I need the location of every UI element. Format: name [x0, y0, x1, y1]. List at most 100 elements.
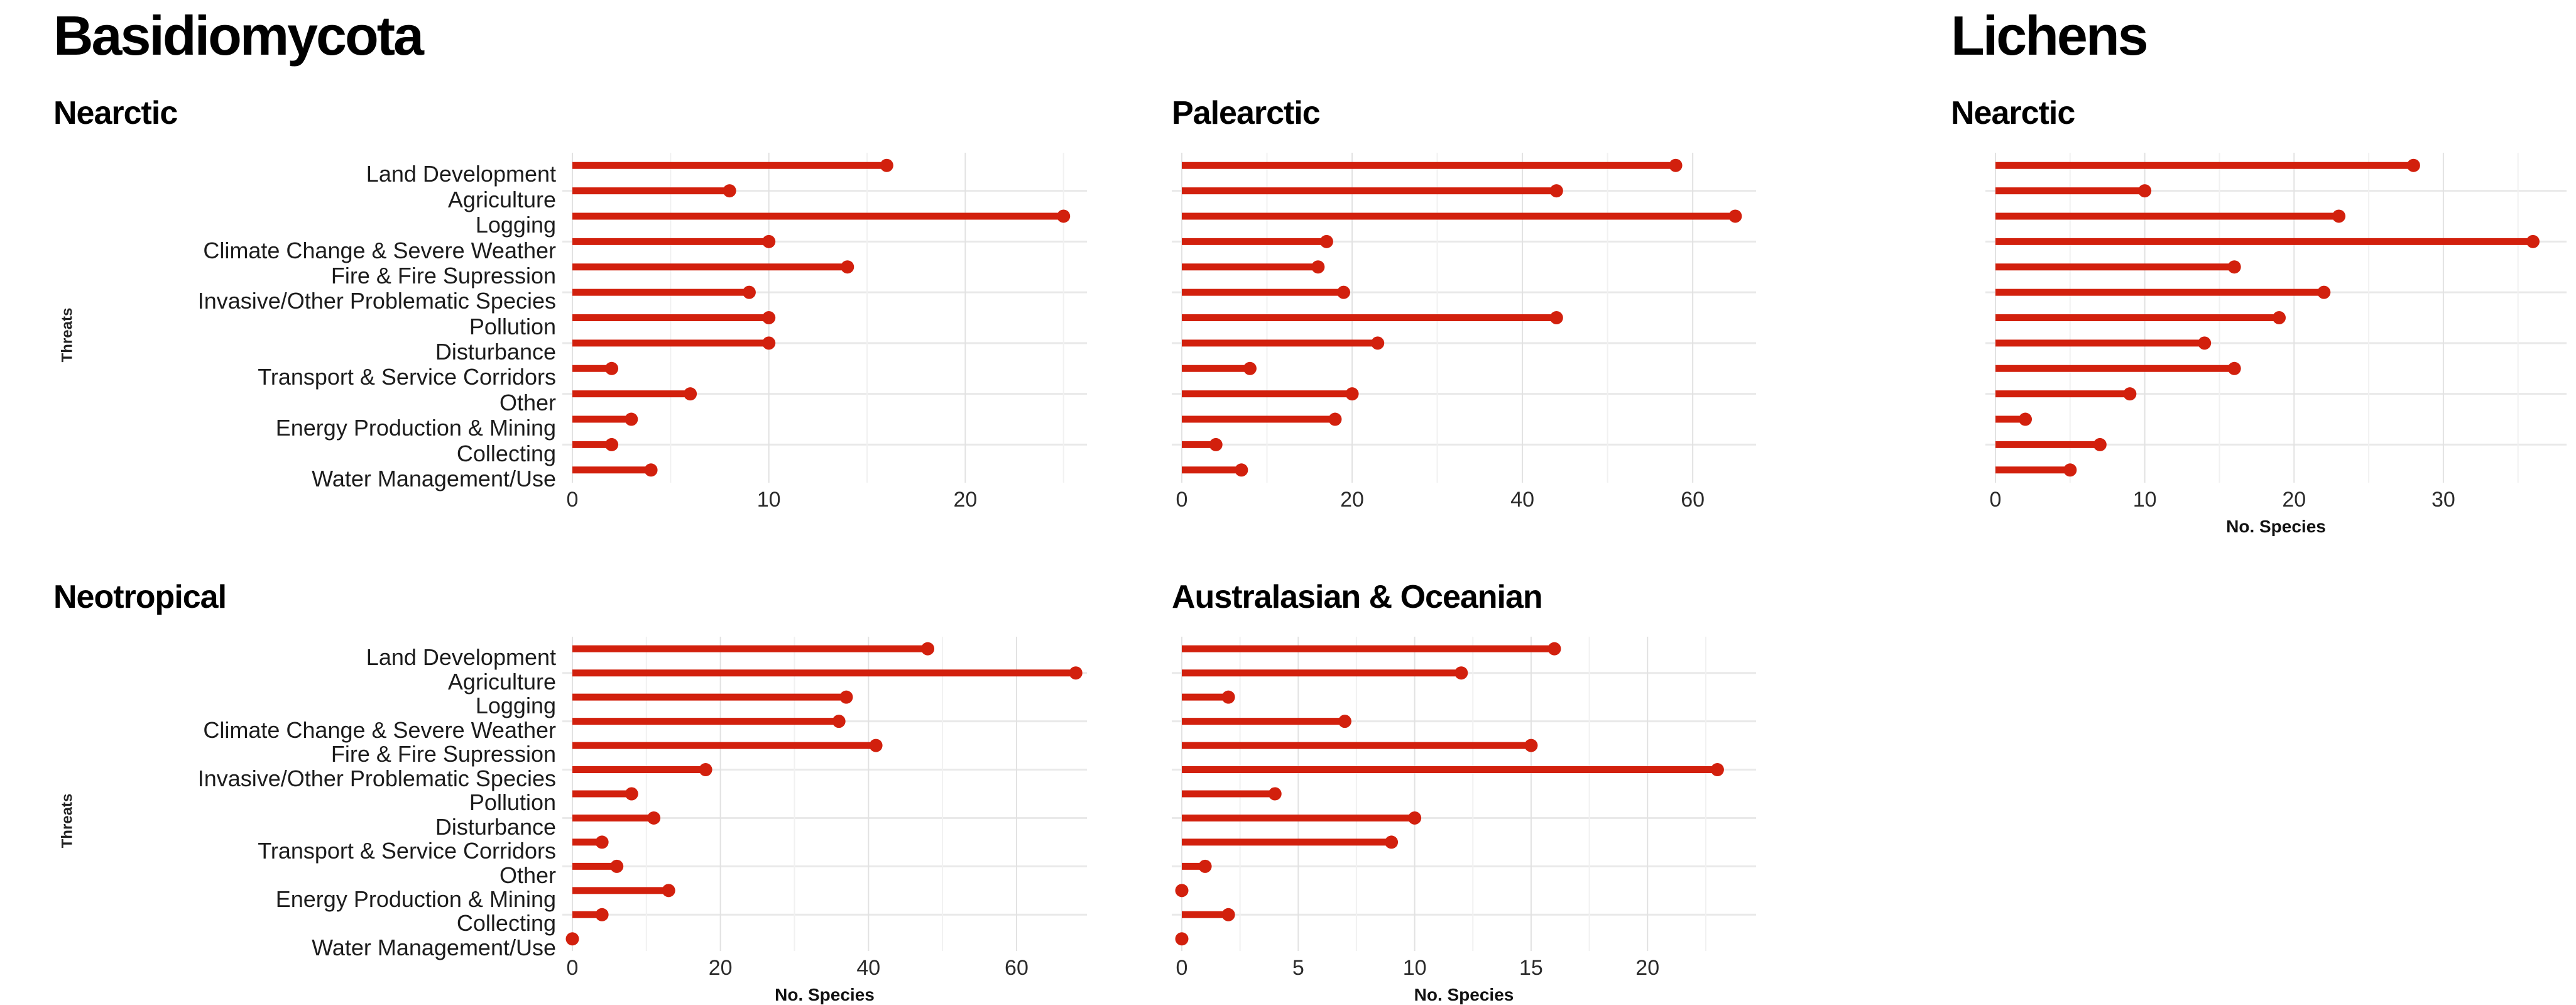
x-tick-label: 0 — [1989, 488, 2002, 512]
lollipop-dot — [1243, 361, 1257, 375]
chart-subtitle: Nearctic — [1951, 95, 2075, 131]
x-axis: 0 5 10 15 20 — [1172, 956, 1756, 985]
lollipop-dot — [1345, 387, 1359, 401]
chart-subtitle: Australasian & Oceanian — [1172, 579, 1543, 615]
lollipop-dot — [2526, 235, 2540, 249]
category-labels: Land Development Agriculture Logging Climat… — [82, 637, 562, 1005]
lollipop-dot — [723, 184, 736, 198]
category-label: Transport & Service Corridors — [258, 364, 556, 390]
chart-basidiomycota-nearctic: Nearctic Threats Land Development Agricul… — [53, 95, 1096, 517]
category-label: Invasive/Other Problematic Species — [197, 765, 556, 791]
lollipop-dot — [1198, 860, 1212, 874]
category-label: Water Management/Use — [312, 465, 556, 492]
category-label: Transport & Service Corridors — [258, 838, 556, 864]
lollipop-dot — [2227, 361, 2241, 375]
lollipop-svg — [1985, 153, 2567, 483]
lollipop-dot — [595, 908, 609, 921]
x-tick-label: 20 — [1340, 488, 1364, 512]
x-tick-label: 5 — [1292, 956, 1304, 980]
category-label: Land Development — [366, 644, 556, 671]
y-axis-title: Threats — [58, 307, 76, 363]
chart-subtitle: Palearctic — [1172, 95, 1321, 131]
category-label: Pollution — [469, 789, 556, 816]
lollipop-dot — [2123, 387, 2137, 401]
plot-area: 0 20 40 60 — [1172, 153, 1756, 517]
lollipop-dot — [1221, 690, 1235, 704]
chart-lichens-nearctic: Nearctic 0 10 20 30 No. Species — [1951, 95, 2573, 537]
lollipop-dot — [1408, 811, 1422, 825]
group-title-basidiomycota: Basidiomycota — [53, 4, 424, 67]
category-label: Land Development — [366, 161, 556, 187]
chart-basidiomycota-neotropical: Neotropical Threats Land Development Agri… — [53, 579, 1096, 1005]
lollipop-dot — [625, 787, 638, 801]
lollipop-dot — [762, 235, 776, 249]
lollipop-dot — [1235, 463, 1248, 477]
lollipop-dot — [625, 412, 638, 426]
plot-panel — [1985, 153, 2567, 483]
lollipop-dot — [1175, 884, 1189, 898]
chart-basidiomycota-australasian-oceanian: Australasian & Oceanian 0 5 10 15 20 No. Spe… — [1172, 579, 1762, 1005]
x-tick-label: 10 — [756, 488, 781, 512]
category-label: Disturbance — [435, 339, 556, 365]
lollipop-dot — [1371, 336, 1385, 350]
category-labels: Land Development Agriculture Logging Climat… — [82, 153, 562, 517]
category-label: Water Management/Use — [312, 934, 556, 960]
lollipop-dot — [647, 811, 661, 825]
chart-subtitle: Neotropical — [53, 579, 227, 615]
lollipop-dot — [2227, 260, 2241, 274]
plot-area: 0 10 20 30 No. Species — [1951, 153, 2567, 537]
lollipop-dot — [1175, 932, 1189, 946]
chart-subtitle: Nearctic — [53, 95, 178, 131]
lollipop-dot — [1311, 260, 1325, 274]
x-tick-label: 20 — [2282, 488, 2306, 512]
lollipop-dot — [1524, 739, 1538, 752]
category-label: Climate Change & Severe Weather — [203, 237, 556, 263]
lollipop-dot — [1328, 412, 1342, 426]
x-axis: 0 10 20 30 — [1985, 488, 2567, 517]
lollipop-dot — [2332, 209, 2346, 223]
plot-panel — [562, 637, 1087, 952]
category-label: Collecting — [456, 440, 556, 466]
lollipop-dot — [1549, 184, 1563, 198]
x-axis: 0 10 20 — [562, 488, 1087, 517]
category-label: Energy Production & Mining — [275, 415, 556, 441]
lollipop-dot — [921, 642, 935, 656]
x-axis: 0 20 40 60 — [562, 956, 1087, 985]
lollipop-dot — [839, 690, 853, 704]
x-tick-label: 30 — [2431, 488, 2455, 512]
group-title-lichens: Lichens — [1951, 4, 2149, 67]
lollipop-dot — [2198, 336, 2212, 350]
category-label: Energy Production & Mining — [275, 886, 556, 912]
x-tick-label: 20 — [708, 956, 733, 980]
category-label: Logging — [475, 212, 556, 238]
lollipop-dot — [742, 285, 756, 299]
lollipop-dot — [595, 835, 609, 849]
lollipop-dot — [605, 361, 619, 375]
x-tick-label: 10 — [2132, 488, 2157, 512]
plot-area: 0 20 40 60 No. Species — [562, 637, 1087, 1005]
lollipop-dot — [1338, 715, 1351, 728]
lollipop-dot — [2273, 311, 2286, 325]
lollipop-dot — [1710, 763, 1724, 777]
x-axis-title: No. Species — [2226, 517, 2326, 537]
lollipop-dot — [1549, 311, 1563, 325]
lollipop-dot — [1385, 835, 1399, 849]
lollipop-dot — [880, 158, 893, 172]
lollipop-svg — [562, 637, 1087, 952]
lollipop-dot — [762, 336, 776, 350]
x-tick-label: 60 — [1005, 956, 1029, 980]
x-tick-label: 20 — [1635, 956, 1660, 980]
category-label: Collecting — [456, 910, 556, 936]
lollipop-dot — [605, 438, 619, 452]
lollipop-dot — [1069, 666, 1083, 680]
lollipop-svg — [1172, 153, 1756, 483]
category-label: Agriculture — [447, 668, 556, 695]
lollipop-dot — [2406, 158, 2420, 172]
lollipop-dot — [1209, 438, 1223, 452]
lollipop-dot — [1336, 285, 1350, 299]
category-label: Logging — [475, 693, 556, 719]
lollipop-dot — [869, 739, 883, 752]
lollipop-dot — [841, 260, 854, 274]
category-label: Fire & Fire Supression — [330, 741, 556, 767]
